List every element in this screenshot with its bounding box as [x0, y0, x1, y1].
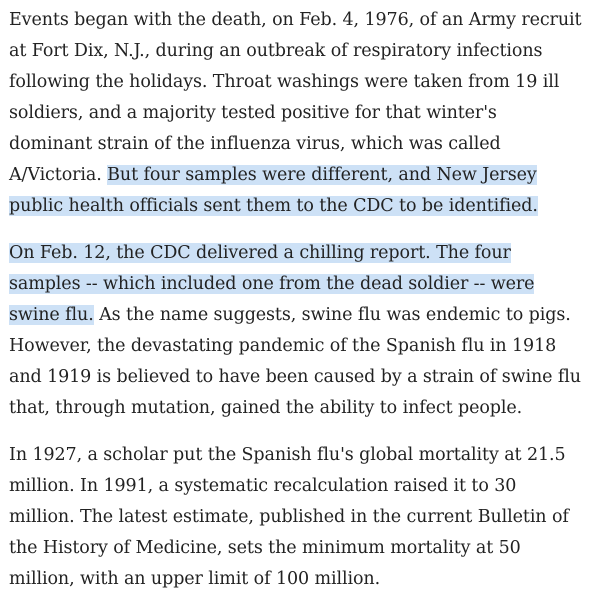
- article-body: Events began with the death, on Feb. 4, …: [9, 5, 584, 611]
- paragraph-2: On Feb. 12, the CDC delivered a chilling…: [9, 238, 584, 424]
- paragraph-3: In 1927, a scholar put the Spanish flu's…: [9, 440, 584, 595]
- paragraph-2-text: As the name suggests, swine flu was ende…: [9, 305, 581, 418]
- paragraph-1: Events began with the death, on Feb. 4, …: [9, 5, 584, 222]
- paragraph-1-text: Events began with the death, on Feb. 4, …: [9, 10, 582, 185]
- paragraph-2-selected-text: On Feb. 12, the CDC delivered a chilling…: [9, 243, 535, 325]
- paragraph-3-text: In 1927, a scholar put the Spanish flu's…: [9, 445, 569, 589]
